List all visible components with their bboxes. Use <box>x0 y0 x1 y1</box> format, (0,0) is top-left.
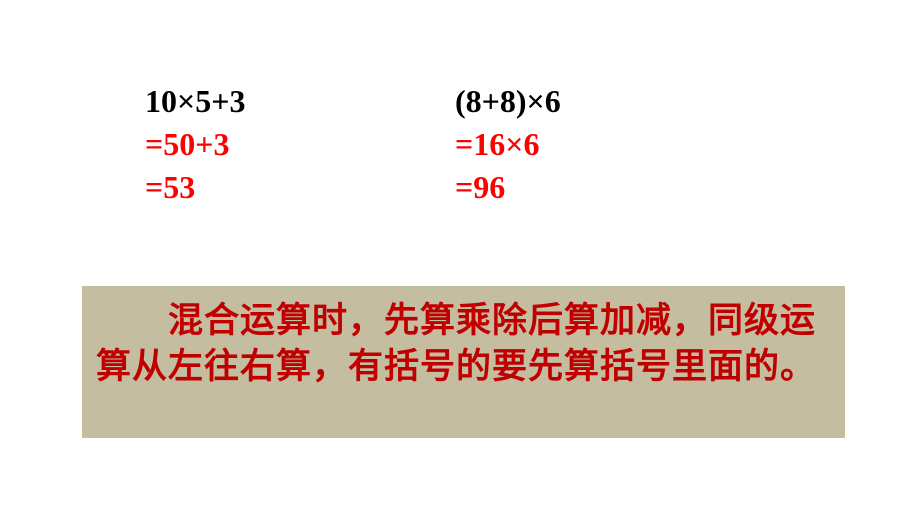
equations-row: 10×5+3 =50+3 =53 (8+8)×6 =16×6 =96 <box>145 80 825 210</box>
eq-right-line1: (8+8)×6 <box>455 80 765 123</box>
eq-right-line2: =16×6 <box>455 123 765 166</box>
rule-text: 混合运算时，先算乘除后算加减，同级运算从左往右算，有括号的要先算括号里面的。 <box>96 298 831 389</box>
eq-left-line2: =50+3 <box>145 123 455 166</box>
rule-indent <box>96 301 168 340</box>
eq-right-line2-text: =16×6 <box>455 126 539 162</box>
eq-left-line3: =53 <box>145 166 455 209</box>
equation-left-column: 10×5+3 =50+3 =53 <box>145 80 455 210</box>
rule-body: 混合运算时，先算乘除后算加减，同级运算从左往右算，有括号的要先算括号里面的。 <box>96 301 816 386</box>
eq-right-line3: =96 <box>455 166 765 209</box>
rule-box: 混合运算时，先算乘除后算加减，同级运算从左往右算，有括号的要先算括号里面的。 <box>82 286 845 438</box>
equations-area: 10×5+3 =50+3 =53 (8+8)×6 =16×6 =96 <box>145 80 825 210</box>
eq-right-line3-text: =96 <box>455 169 505 205</box>
eq-left-line1: 10×5+3 <box>145 80 455 123</box>
equation-right-column: (8+8)×6 =16×6 =96 <box>455 80 765 210</box>
